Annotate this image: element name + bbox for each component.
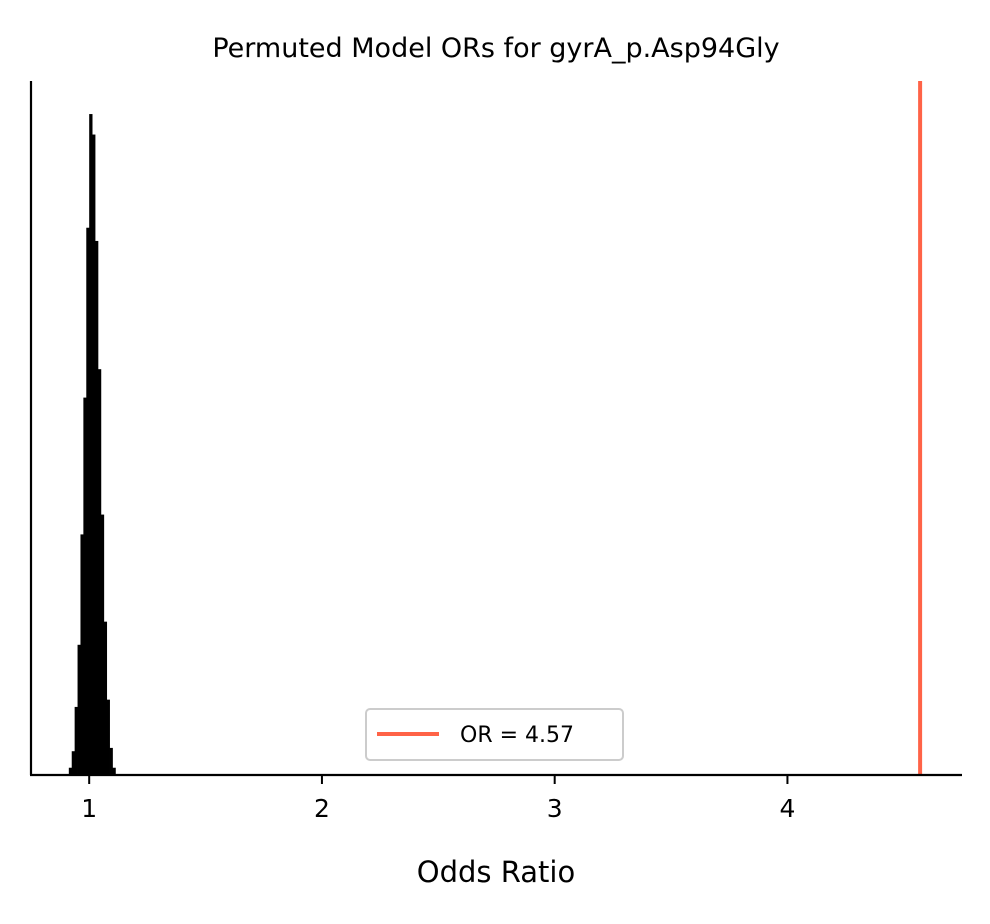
legend: OR = 4.57 (365, 708, 624, 761)
histogram-bar-12 (103, 621, 108, 775)
histogram-bar-9 (95, 240, 99, 775)
x-tick-label-2: 2 (314, 794, 330, 823)
histogram-bar-11 (100, 514, 105, 775)
histogram-bar-5 (83, 397, 87, 775)
histogram-bar-2 (74, 706, 78, 775)
histogram-bar-4 (80, 534, 84, 775)
x-tick-label-4: 4 (779, 794, 795, 823)
chart-title: Permuted Model ORs for gyrA_p.Asp94Gly (212, 33, 779, 64)
histogram-bar-6 (86, 227, 90, 776)
legend-box (365, 708, 624, 761)
x-axis-label: Odds Ratio (417, 855, 575, 889)
x-tick-label-3: 3 (547, 794, 563, 823)
histogram-bar-10 (97, 369, 102, 775)
x-axis-ticks: 1 2 3 4 (81, 775, 795, 823)
histogram-bar-1 (71, 751, 76, 775)
histogram-bar-13 (106, 699, 110, 775)
histogram-bar-7 (89, 114, 93, 776)
histogram-bar-0 (68, 767, 73, 775)
histogram-bar-8 (92, 134, 96, 776)
histogram-bars (68, 114, 116, 776)
histogram-bar-15 (112, 767, 116, 775)
x-tick-label-1: 1 (81, 794, 97, 823)
histogram-bar-14 (109, 747, 113, 775)
legend-label: OR = 4.57 (460, 723, 574, 748)
histogram-bar-3 (77, 644, 81, 775)
